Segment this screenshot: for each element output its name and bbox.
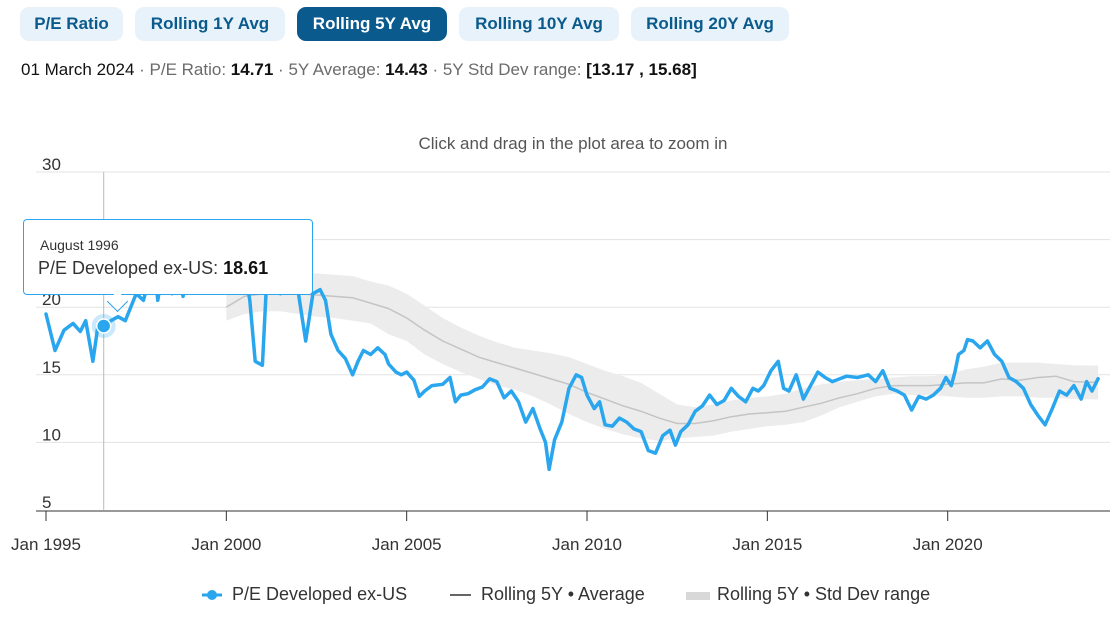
tab-pe-ratio[interactable]: P/E Ratio bbox=[20, 7, 123, 41]
x-tick-label: Jan 2000 bbox=[191, 535, 261, 554]
std-dev-label: 5Y Std Dev range: bbox=[442, 60, 587, 79]
average-line bbox=[225, 288, 1099, 425]
summary-separator: · bbox=[134, 60, 150, 79]
std-dev-band bbox=[226, 269, 1099, 441]
x-tick-label: Jan 2010 bbox=[552, 535, 622, 554]
std-dev-value: [13.17 , 15.68] bbox=[586, 60, 697, 79]
highlight-point bbox=[95, 318, 112, 334]
tab-rolling-1y-avg[interactable]: Rolling 1Y Avg bbox=[135, 7, 285, 41]
tab-rolling-5y-avg[interactable]: Rolling 5Y Avg bbox=[297, 7, 447, 41]
tooltip-value: 18.61 bbox=[223, 258, 269, 278]
legend bbox=[202, 590, 710, 600]
tab-rolling-10y-avg[interactable]: Rolling 10Y Avg bbox=[459, 7, 619, 41]
summary-separator: · bbox=[273, 60, 289, 79]
summary-separator: · bbox=[427, 60, 443, 79]
summary-line: 01 March 2024 · P/E Ratio: 14.71 · 5Y Av… bbox=[21, 60, 697, 80]
zoom-hint: Click and drag in the plot area to zoom … bbox=[418, 134, 727, 153]
legend-band-swatch bbox=[686, 592, 710, 600]
x-tick-label: Jan 1995 bbox=[11, 535, 81, 554]
x-tick-label: Jan 2015 bbox=[732, 535, 802, 554]
y-tick-label: 15 bbox=[42, 358, 61, 377]
summary-date: 01 March 2024 bbox=[21, 60, 135, 79]
y-tick-label: 5 bbox=[42, 493, 51, 512]
tooltip-series-label: P/E Developed ex-US: bbox=[38, 258, 224, 278]
x-tick-label: Jan 2020 bbox=[913, 535, 983, 554]
legend-series-marker bbox=[207, 590, 217, 600]
tab-rolling-20y-avg[interactable]: Rolling 20Y Avg bbox=[631, 7, 789, 41]
legend-item-band[interactable]: Rolling 5Y • Std Dev range bbox=[717, 584, 931, 604]
average-label: 5Y Average: bbox=[288, 60, 386, 79]
legend-item-average[interactable]: Rolling 5Y • Average bbox=[481, 584, 645, 604]
average-value: 14.43 bbox=[385, 60, 428, 79]
x-tick-label: Jan 2005 bbox=[372, 535, 442, 554]
legend-item-series[interactable]: P/E Developed ex-US bbox=[232, 584, 408, 604]
tooltip-date: August 1996 bbox=[40, 237, 119, 253]
tooltip: August 1996 P/E Developed ex-US: 18.61 bbox=[23, 219, 313, 313]
pe-ratio-value: 14.71 bbox=[230, 60, 274, 79]
y-tick-label: 30 bbox=[42, 155, 61, 174]
y-tick-label: 10 bbox=[42, 425, 61, 444]
pe-ratio-label: P/E Ratio: bbox=[149, 60, 231, 79]
tooltip-value-line: P/E Developed ex-US: 18.61 bbox=[38, 258, 268, 279]
